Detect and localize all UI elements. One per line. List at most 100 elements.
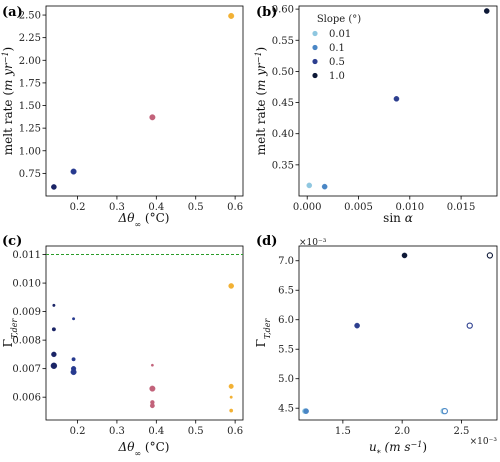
panel-d: (d) 1.5 2.0 2.5 4.5 5.0 5.5 6.0 6.5 7.0 ×10⁻³ ×10⁻³… <box>254 234 498 458</box>
y-axis-label: ΓT,der <box>1 317 19 347</box>
y-tick-label: 0.007 <box>12 364 41 375</box>
x-tick-label: 2.0 <box>394 426 410 437</box>
legend-marker <box>312 58 318 65</box>
x-axis-label: Δθ∞ (°C) <box>118 440 170 458</box>
plot-frame-b <box>298 5 498 197</box>
data-point <box>71 357 76 362</box>
data-point <box>51 184 57 190</box>
data-point <box>70 168 77 175</box>
data-point <box>229 395 233 399</box>
y-tick-label: 6.0 <box>278 315 294 326</box>
x-tick-label: 0.6 <box>227 426 243 437</box>
y-tick-label: 2.00 <box>19 56 41 67</box>
y-axis-label: melt rate (m yr−1) <box>254 47 269 155</box>
y-tick-label: 0.40 <box>272 129 294 140</box>
panel-a: (a) 0.2 0.3 0.4 0.5 0.6 0.75 1.00 1.25 1.50 1.75 2.… <box>1 5 244 229</box>
y-tick-label: 1.75 <box>19 78 41 89</box>
data-point <box>228 12 235 19</box>
x-tick-label: 0.2 <box>70 426 86 437</box>
y-tick-label: 2.50 <box>19 11 41 22</box>
panel-label-c: (c) <box>2 234 22 249</box>
x-tick-label: 0.5 <box>188 202 204 213</box>
x-tick-label: 1.5 <box>335 426 351 437</box>
x-tick-label: 0.6 <box>227 202 243 213</box>
panel-label-b: (b) <box>256 5 277 20</box>
panel-b: (b) 0.000 0.005 0.010 0.015 0.35 0.40 0.45 0.50 0… <box>254 5 498 225</box>
y-tick-label: 0.55 <box>272 36 294 47</box>
data-point <box>51 327 56 332</box>
x-tick-label: 0.005 <box>344 202 373 213</box>
data-point <box>149 403 155 409</box>
data-point <box>486 252 494 259</box>
plot-frame-c <box>45 245 244 421</box>
data-point <box>393 96 400 102</box>
data-point <box>441 408 448 415</box>
data-point <box>149 385 156 392</box>
y-tick-label: 6.5 <box>278 286 294 297</box>
y-tick-label: 0.50 <box>272 67 294 78</box>
data-point <box>50 362 58 370</box>
x-axis-label: sin α <box>383 211 413 225</box>
y-tick-label: 0.60 <box>272 5 294 16</box>
data-point <box>321 183 328 190</box>
x-tick-label: 2.5 <box>453 426 469 437</box>
legend-label: 1.0 <box>329 71 345 82</box>
y-tick-label: 0.75 <box>19 169 41 180</box>
x-tick-label: 0.3 <box>109 426 125 437</box>
data-point <box>228 283 234 289</box>
y-scale-label: ×10⁻³ <box>299 238 327 248</box>
y-tick-label: 7.0 <box>278 256 294 267</box>
data-point <box>150 363 154 367</box>
x-tick-label: 0.2 <box>70 202 86 213</box>
panel-label-d: (d) <box>256 234 277 249</box>
y-tick-label: 0.008 <box>12 336 41 347</box>
x-tick-label: 0.015 <box>447 202 476 213</box>
plot-frame-d <box>298 245 498 421</box>
y-tick-label: 0.009 <box>12 307 41 318</box>
legend-label: 0.01 <box>329 29 351 40</box>
data-point <box>466 322 473 329</box>
x-scale-label: ×10⁻³ <box>470 437 498 447</box>
y-axis-label: melt rate (m yr−1) <box>1 47 16 155</box>
data-point <box>228 383 234 389</box>
y-tick-label: 1.50 <box>19 101 41 112</box>
data-point <box>51 351 57 358</box>
y-tick-label: 0.006 <box>12 393 41 404</box>
legend-title: Slope (°) <box>317 14 361 25</box>
x-tick-label: 0.4 <box>148 202 164 213</box>
data-point <box>483 8 490 14</box>
x-tick-label: 0.010 <box>395 202 424 213</box>
legend-label: 0.1 <box>329 43 345 54</box>
data-point <box>229 408 234 413</box>
y-tick-label: 5.0 <box>278 374 294 385</box>
data-point <box>52 303 56 307</box>
plot-frame-a <box>45 5 244 197</box>
legend-marker <box>312 44 318 51</box>
y-tick-label: 0.45 <box>272 98 294 109</box>
legend-marker <box>312 72 318 79</box>
x-axis-label: Δθ∞ (°C) <box>118 211 170 229</box>
y-tick-label: 1.00 <box>19 146 41 157</box>
y-tick-label: 1.25 <box>19 124 41 135</box>
y-tick-label: 0.011 <box>12 250 41 261</box>
y-axis-label: ΓT,der <box>254 317 272 347</box>
y-tick-label: 2.25 <box>19 33 41 44</box>
y-tick-label: 5.5 <box>278 345 294 356</box>
data-point <box>354 322 360 329</box>
x-tick-label: 0.4 <box>148 426 164 437</box>
data-point <box>306 182 313 189</box>
x-tick-label: 0.5 <box>188 426 204 437</box>
x-axis-label: u* (m s−1) <box>369 440 427 458</box>
x-tick-label: 0.000 <box>293 202 322 213</box>
y-tick-label: 0.35 <box>272 160 294 171</box>
data-point <box>70 369 77 376</box>
data-point <box>303 408 309 414</box>
panel-c: (c) 0.2 0.3 0.4 0.5 0.6 0.006 0.007 0.008 0.009 0.… <box>1 234 244 458</box>
panel-label-a: (a) <box>2 5 23 20</box>
data-point <box>149 114 156 121</box>
legend-label: 0.5 <box>329 57 345 68</box>
data-point <box>72 317 76 321</box>
y-tick-label: 0.010 <box>12 279 41 290</box>
data-point <box>401 252 408 259</box>
